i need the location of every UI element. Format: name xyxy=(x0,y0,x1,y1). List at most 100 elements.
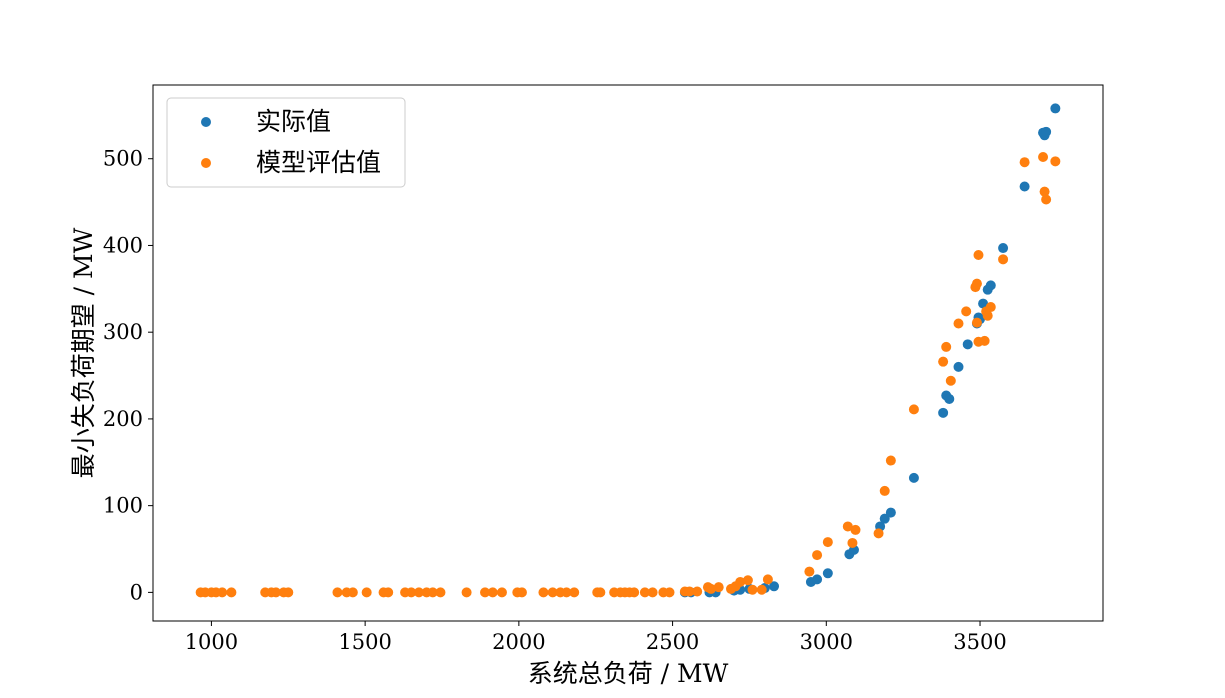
data-point-model xyxy=(639,587,650,598)
data-point-model xyxy=(1041,194,1052,205)
x-tick-label: 2500 xyxy=(646,630,699,654)
y-tick-label: 300 xyxy=(103,320,143,344)
data-point-model xyxy=(985,302,996,313)
data-point-model xyxy=(1019,157,1030,168)
data-point-model xyxy=(742,575,753,586)
data-point-model xyxy=(496,587,507,598)
y-tick-label: 100 xyxy=(103,494,143,518)
data-point-model xyxy=(908,404,919,415)
data-point-model xyxy=(735,576,746,587)
data-point-model xyxy=(361,587,372,598)
data-point-model xyxy=(435,587,446,598)
data-points xyxy=(195,103,1061,598)
data-point-model xyxy=(938,356,949,367)
data-point-actual xyxy=(908,472,919,483)
data-point-model xyxy=(762,574,773,585)
data-point-model xyxy=(283,587,294,598)
data-point-actual xyxy=(1050,103,1061,114)
data-point-actual xyxy=(769,581,780,592)
data-point-model xyxy=(842,521,853,532)
data-point-model xyxy=(847,537,858,548)
x-tick-label: 3000 xyxy=(800,630,853,654)
data-point-model xyxy=(804,566,815,577)
data-point-model xyxy=(973,249,984,260)
data-point-actual xyxy=(1041,126,1052,137)
data-point-actual xyxy=(938,407,949,418)
data-point-model xyxy=(547,587,558,598)
x-tick-label: 2000 xyxy=(492,630,545,654)
data-point-model xyxy=(461,587,472,598)
data-point-model xyxy=(595,587,606,598)
data-point-model xyxy=(270,587,281,598)
data-point-model xyxy=(647,587,658,598)
data-point-model xyxy=(692,586,703,597)
data-point-actual xyxy=(978,298,989,309)
data-point-actual xyxy=(822,568,833,579)
y-axis: 0 100 200 300 400 500 xyxy=(103,147,153,604)
data-point-actual xyxy=(812,574,823,585)
y-axis-label: 最小失负荷期望 / MW xyxy=(69,227,98,478)
data-point-model xyxy=(217,587,228,598)
data-point-actual xyxy=(885,507,896,518)
x-axis-label: 系统总负荷 / MW xyxy=(528,659,729,688)
data-point-model xyxy=(1038,151,1049,162)
data-point-model xyxy=(226,587,237,598)
data-point-actual xyxy=(953,361,964,372)
data-point-model xyxy=(629,587,640,598)
data-point-model xyxy=(747,584,758,595)
legend-marker-model xyxy=(201,158,211,168)
data-point-model xyxy=(664,587,675,598)
data-point-model xyxy=(756,584,767,595)
legend-label-model: 模型评估值 xyxy=(256,148,381,177)
data-point-model xyxy=(1039,186,1050,197)
data-point-actual xyxy=(962,339,973,350)
x-axis: 1000 1500 2000 2500 3000 3500 xyxy=(185,621,1007,654)
data-point-model xyxy=(961,306,972,317)
data-point-model xyxy=(953,318,964,329)
data-point-model xyxy=(706,583,717,594)
y-tick-label: 400 xyxy=(103,233,143,257)
data-point-model xyxy=(850,524,861,535)
data-point-model xyxy=(713,582,724,593)
legend-marker-actual xyxy=(201,117,211,127)
data-point-model xyxy=(945,375,956,386)
legend-box xyxy=(166,97,406,188)
x-tick-label: 1000 xyxy=(185,630,238,654)
y-tick-label: 0 xyxy=(130,580,143,604)
data-point-model xyxy=(998,254,1009,265)
y-tick-label: 200 xyxy=(103,407,143,431)
data-point-model xyxy=(1050,156,1061,167)
data-point-model xyxy=(569,587,580,598)
x-tick-label: 3500 xyxy=(953,630,1006,654)
data-point-model xyxy=(383,587,394,598)
data-point-model xyxy=(812,550,823,561)
data-point-model xyxy=(332,587,343,598)
data-point-model xyxy=(979,335,990,346)
data-point-actual xyxy=(998,243,1009,254)
data-point-actual xyxy=(1019,181,1030,192)
x-tick-label: 1500 xyxy=(338,630,391,654)
data-point-model xyxy=(487,587,498,598)
data-point-model xyxy=(941,341,952,352)
data-point-model xyxy=(427,587,438,598)
data-point-model xyxy=(822,537,833,548)
data-point-model xyxy=(971,278,982,289)
data-point-model xyxy=(406,587,417,598)
data-point-actual xyxy=(985,280,996,291)
data-point-model xyxy=(885,455,896,466)
legend-label-actual: 实际值 xyxy=(256,107,331,136)
data-point-model xyxy=(982,310,993,321)
data-point-model xyxy=(347,587,358,598)
data-point-model xyxy=(538,587,549,598)
data-point-model xyxy=(561,587,572,598)
data-point-model xyxy=(480,587,491,598)
data-point-actual xyxy=(879,513,890,524)
data-point-actual xyxy=(944,393,955,404)
legend: 实际值 模型评估值 xyxy=(166,97,406,188)
data-point-model xyxy=(971,317,982,328)
y-tick-label: 500 xyxy=(103,147,143,171)
data-point-model xyxy=(873,528,884,539)
data-point-model xyxy=(879,485,890,496)
plot-frame xyxy=(152,84,1104,622)
